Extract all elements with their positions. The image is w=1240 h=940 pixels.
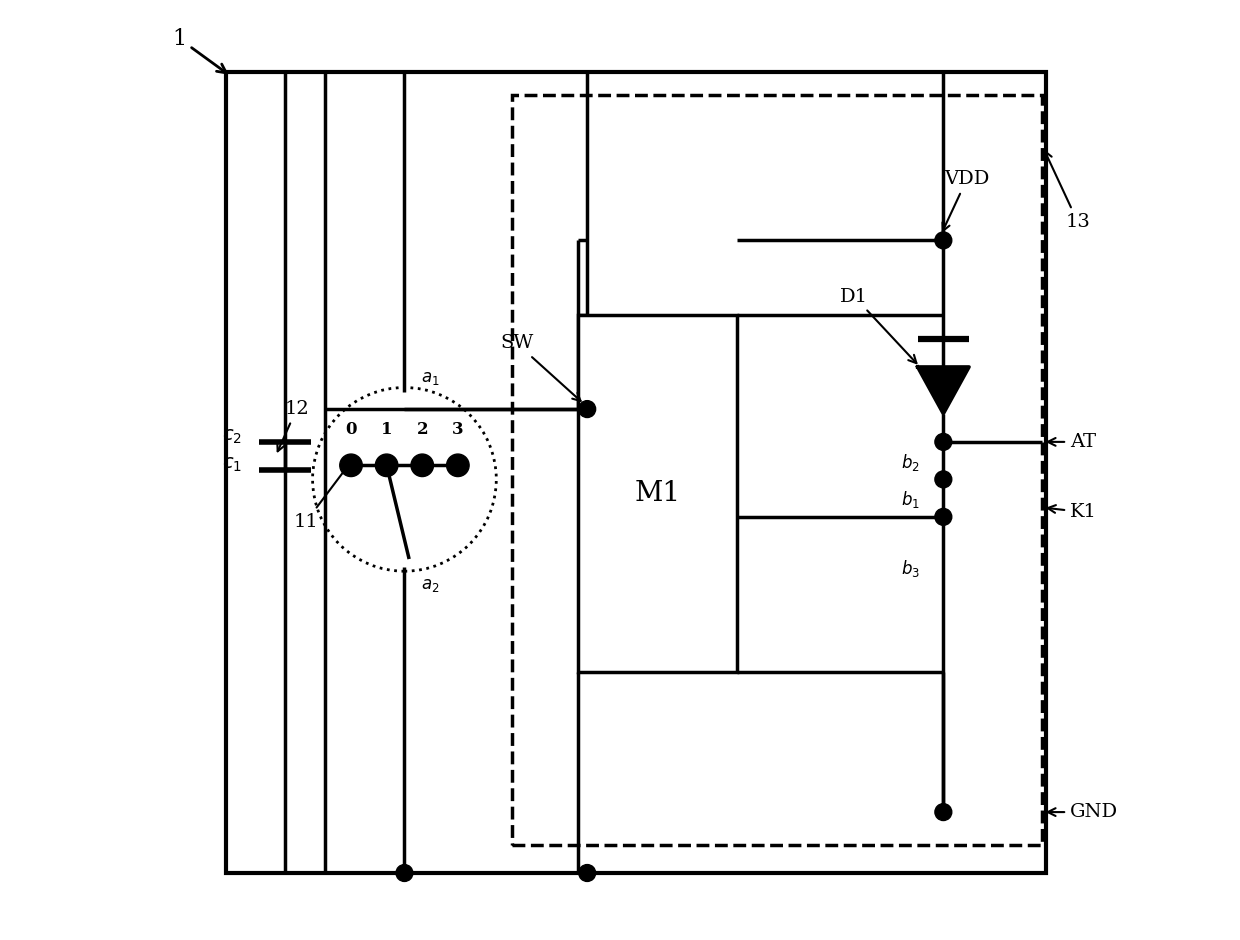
Text: SW: SW (500, 335, 580, 401)
Text: $b_1$: $b_1$ (901, 490, 920, 510)
Text: VDD: VDD (942, 170, 990, 231)
Circle shape (340, 454, 362, 477)
Text: 13: 13 (1044, 151, 1090, 230)
Bar (578, 315, 737, 671)
Text: 2: 2 (417, 421, 428, 438)
Text: $c_1$: $c_1$ (222, 456, 242, 475)
Text: $b_2$: $b_2$ (901, 452, 920, 473)
Text: 11: 11 (294, 456, 356, 530)
Circle shape (376, 454, 398, 477)
Text: GND: GND (1048, 803, 1118, 821)
Text: 3: 3 (453, 421, 464, 438)
Text: AT: AT (1048, 433, 1096, 451)
Polygon shape (918, 367, 970, 414)
Text: 1: 1 (172, 28, 226, 73)
Circle shape (935, 433, 952, 450)
Text: 1: 1 (381, 421, 392, 438)
Circle shape (579, 400, 595, 417)
Text: 0: 0 (345, 421, 357, 438)
Circle shape (396, 865, 413, 882)
Text: 12: 12 (278, 400, 309, 451)
Text: M1: M1 (635, 480, 681, 507)
Text: $a_1$: $a_1$ (422, 369, 440, 386)
Text: D1: D1 (841, 288, 916, 363)
Circle shape (935, 804, 952, 821)
Text: $b_3$: $b_3$ (901, 558, 920, 579)
Bar (227, 71, 1047, 873)
Circle shape (935, 509, 952, 525)
Circle shape (410, 454, 434, 477)
Circle shape (935, 471, 952, 488)
Circle shape (935, 232, 952, 249)
Text: $c_2$: $c_2$ (222, 428, 242, 446)
Text: $a_2$: $a_2$ (422, 577, 440, 594)
Circle shape (446, 454, 469, 477)
Text: K1: K1 (1048, 503, 1096, 521)
Circle shape (579, 865, 595, 882)
Bar (512, 95, 1042, 845)
